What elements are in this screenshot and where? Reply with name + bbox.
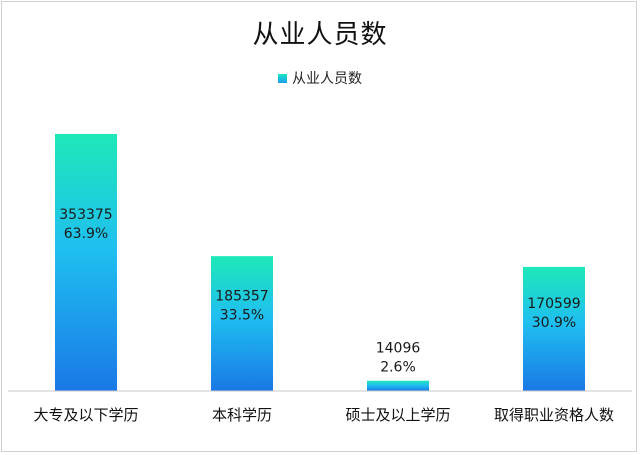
category-label-0: 大专及以下学历: [33, 406, 138, 424]
percent-label-2: 2.6%: [380, 360, 416, 376]
percent-label-0: 63.9%: [64, 226, 108, 242]
percent-label-3: 30.9%: [532, 315, 576, 331]
bar-0: [55, 133, 117, 392]
percent-label-1: 33.5%: [220, 308, 264, 324]
bar-2: [367, 380, 429, 391]
legend-label: 从业人员数: [292, 71, 362, 87]
category-label-3: 取得职业资格人数: [494, 406, 614, 424]
chart-title: 从业人员数: [252, 20, 388, 50]
legend-swatch: [278, 74, 287, 83]
bar-1: [211, 256, 273, 391]
value-label-2: 14096: [376, 341, 421, 357]
value-label-1: 185357: [215, 289, 268, 305]
category-label-2: 硕士及以上学历: [345, 406, 450, 424]
bar-3: [523, 266, 585, 391]
category-label-1: 本科学历: [212, 406, 272, 424]
legend: 从业人员数: [0, 68, 640, 88]
value-label-3: 170599: [527, 296, 580, 312]
value-label-0: 353375: [59, 207, 112, 223]
